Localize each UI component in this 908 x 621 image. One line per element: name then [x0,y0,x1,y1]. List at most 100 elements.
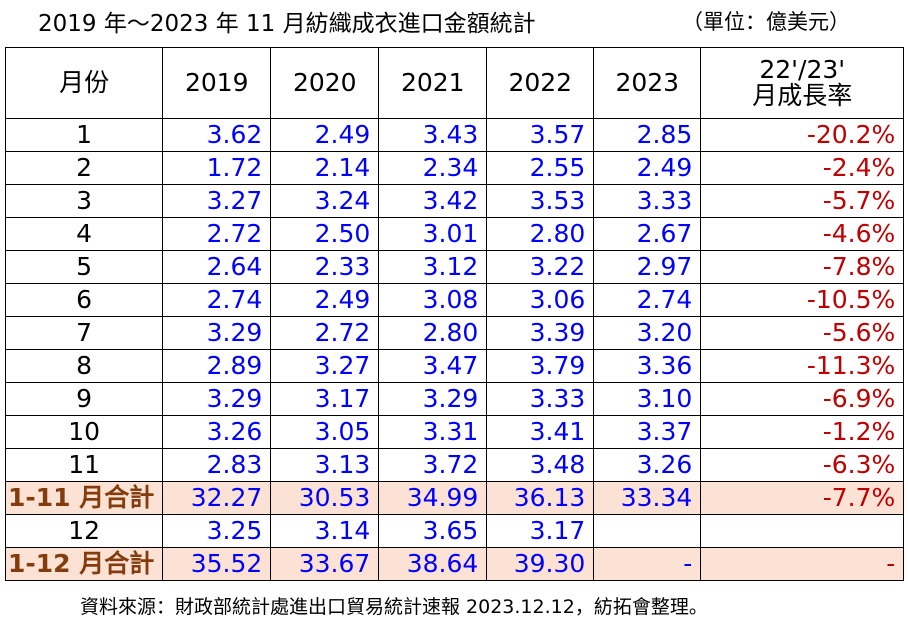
table-cell: 32.27 [162,481,272,515]
table-cell: 1.72 [162,151,272,185]
table-cell: - [700,547,905,581]
table-cell: 2.83 [162,448,272,482]
table-cell: 2.72 [270,316,380,350]
table-cell: 3.13 [270,448,380,482]
table-cell: 11 [4,448,164,482]
table-cell: 3.43 [378,118,488,152]
table-cell: 3.48 [486,448,595,482]
table-cell: -2.4% [700,151,905,185]
table-cell: 35.52 [162,547,272,581]
table-cell: 3.79 [486,349,595,383]
table-cell: 2.55 [486,151,595,185]
table-row: 9 3.29 3.17 3.29 3.33 3.10 -6.9% [4,382,905,416]
table-cell: 7 [4,316,164,350]
table-cell: 2.33 [270,250,380,284]
table-cell: 1 [4,118,164,152]
table-cell: 3.24 [270,184,380,218]
table-cell: 2.72 [162,217,272,251]
table-cell: 3.01 [378,217,488,251]
column-header: 月份 [4,47,164,119]
table-cell: 3.10 [593,382,702,416]
column-header: 22'/23' 月成長率 [700,47,905,119]
table-cell: 3.27 [162,184,272,218]
table-cell: 2.74 [162,283,272,317]
table-cell: 36.13 [486,481,595,515]
table-row: 11 2.83 3.13 3.72 3.48 3.26 -6.3% [4,448,905,482]
table-cell: -6.9% [700,382,905,416]
table-cell: 3.27 [270,349,380,383]
footer: 資料來源：財政部統計處進出口貿易統計速報 2023.12.12，紡拓會整理。 [80,596,708,618]
table-cell: -6.3% [700,448,905,482]
table-row: 1-11 月合計 32.27 30.53 34.99 36.13 33.34 -7.7% [4,481,905,515]
table-cell: - [593,547,702,581]
table-cell: 9 [4,382,164,416]
table-cell: 3.29 [162,316,272,350]
table-cell: 3.33 [593,184,702,218]
table-cell: 2.74 [593,283,702,317]
table-cell: 2.80 [486,217,595,251]
column-header: 2020 [270,47,380,119]
column-header: 2022 [486,47,595,119]
table-cell: 3.17 [486,514,595,548]
table-cell: 3.53 [486,184,595,218]
table-cell: 3.22 [486,250,595,284]
table-cell: 3.65 [378,514,488,548]
column-header: 2021 [378,47,488,119]
table-cell: 3.29 [378,382,488,416]
table-cell: 5 [4,250,164,284]
table-row: 8 2.89 3.27 3.47 3.79 3.36 -11.3% [4,349,905,383]
table-cell: 3.62 [162,118,272,152]
table-cell: 3.26 [593,448,702,482]
table-cell: 3.42 [378,184,488,218]
table-cell: 2.49 [270,283,380,317]
table-cell: 30.53 [270,481,380,515]
table-cell: -7.7% [700,481,905,515]
table-cell: 8 [4,349,164,383]
column-header: 2019 [162,47,272,119]
table-cell: 39.30 [486,547,595,581]
table-cell: 3.31 [378,415,488,449]
table-cell: 33.67 [270,547,380,581]
table-cell: -1.2% [700,415,905,449]
table-cell: 34.99 [378,481,488,515]
table-cell: 2.85 [593,118,702,152]
table-cell: 2.49 [270,118,380,152]
table-cell: 3.29 [162,382,272,416]
table-row: 6 2.74 2.49 3.08 3.06 2.74 -10.5% [4,283,905,317]
table-cell: -7.8% [700,250,905,284]
table-cell: 2 [4,151,164,185]
table-cell: 3.12 [378,250,488,284]
table-row: 5 2.64 2.33 3.12 3.22 2.97 -7.8% [4,250,905,284]
header-row: 月份 2019 2020 2021 2022 2023 22'/23' 月成長率 [4,47,905,119]
table-cell: 3.41 [486,415,595,449]
table-cell: -20.2% [700,118,905,152]
table-cell: 2.34 [378,151,488,185]
table-cell: 3.14 [270,514,380,548]
table-cell: 2.97 [593,250,702,284]
table: 月份 2019 2020 2021 2022 2023 22'/23' 月成長率 1 3.62 2… [4,47,905,581]
table-cell: 4 [4,217,164,251]
table-cell: 33.34 [593,481,702,515]
table-cell: 3.57 [486,118,595,152]
table-row: 10 3.26 3.05 3.31 3.41 3.37 -1.2% [4,415,905,449]
table-cell: -4.6% [700,217,905,251]
table-cell: 38.64 [378,547,488,581]
column-header: 2023 [593,47,702,119]
table-cell: 2.14 [270,151,380,185]
table-cell: 3.06 [486,283,595,317]
table-cell: 10 [4,415,164,449]
table-cell: 6 [4,283,164,317]
table-cell: 3.20 [593,316,702,350]
table-cell: 2.64 [162,250,272,284]
table-cell: 3.33 [486,382,595,416]
table-cell: 3.08 [378,283,488,317]
table-cell: 3.17 [270,382,380,416]
table-row: 7 3.29 2.72 2.80 3.39 3.20 -5.6% [4,316,905,350]
table-cell: -5.6% [700,316,905,350]
table-cell: 3.37 [593,415,702,449]
column-header-line: 22'/23' [759,55,846,84]
table-row: 4 2.72 2.50 3.01 2.80 2.67 -4.6% [4,217,905,251]
unit: （單位：億美元） [682,10,850,34]
table-cell: 2.49 [593,151,702,185]
